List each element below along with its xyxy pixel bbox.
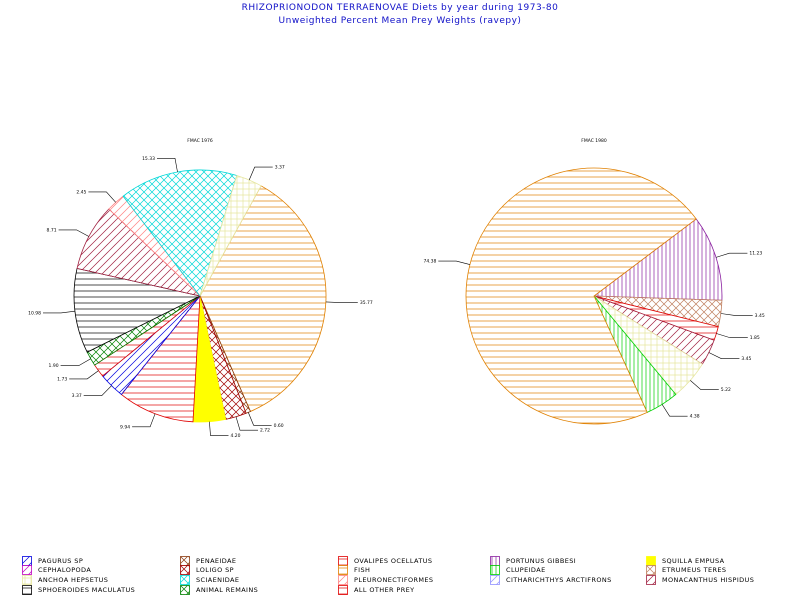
leader-line [716, 333, 748, 338]
slice-value-label: 2.72 [260, 428, 270, 434]
leader-line [720, 313, 753, 316]
slice-value-label: 4.20 [230, 433, 240, 439]
pie-slice-fish [199, 185, 327, 412]
slice-value-label: 74.38 [423, 259, 436, 265]
slice-value-label: 10.98 [28, 310, 41, 316]
leader-line [661, 404, 688, 417]
leader-line [88, 191, 116, 203]
leader-line [708, 352, 740, 360]
pie-slice-sphoeroides [73, 267, 202, 353]
leader-line [58, 229, 90, 237]
slice-value-label: 15.33 [142, 156, 155, 162]
leader-line [60, 358, 91, 367]
leader-line [715, 252, 748, 258]
pie-title-1: FMAC 1976 [187, 138, 213, 144]
pie-slice-fish [465, 167, 697, 425]
chart-title: RHIZOPRIONODON TERRAENOVAE Diets by year… [241, 3, 559, 13]
slice-value-label: 1.85 [750, 335, 760, 341]
pie-slice-anchoa [199, 175, 262, 297]
slice-value-label: 3.37 [275, 165, 285, 171]
slice-value-label: 35.77 [360, 300, 373, 306]
slice-value-label: 1.90 [49, 363, 59, 369]
slice-value-label: 3.37 [72, 393, 82, 399]
slice-value-label: 11.23 [749, 251, 762, 257]
slice-value-label: 3.45 [741, 356, 751, 362]
slice-value-label: 4.38 [690, 414, 700, 420]
leader-line [132, 413, 156, 428]
slice-value-label: 8.71 [47, 227, 57, 233]
leader-line [209, 421, 229, 436]
slice-value-label: 1.73 [57, 376, 67, 382]
leader-line [83, 385, 112, 397]
leader-line [248, 166, 273, 181]
pie-slice-sciaenidae [122, 169, 238, 297]
pie-title-2: FMAC 1980 [581, 138, 607, 144]
slice-value-label: 2.45 [76, 189, 86, 195]
leader-line [43, 310, 75, 314]
slice-value-label: 0.60 [274, 423, 284, 429]
leader-line [248, 412, 272, 426]
leader-line [69, 370, 99, 380]
leader-line [157, 158, 178, 173]
leader-line [438, 260, 470, 265]
slice-value-label: 5.22 [721, 387, 731, 393]
pie-slice-ovalipes [120, 294, 201, 423]
leader-line [235, 416, 258, 431]
chart-subtitle: Unweighted Percent Mean Prey Weights (ra… [278, 16, 522, 26]
leader-line [325, 301, 358, 303]
slice-value-label: 3.45 [755, 313, 765, 319]
slice-value-label: 9.94 [120, 424, 130, 430]
leader-line [690, 380, 719, 390]
